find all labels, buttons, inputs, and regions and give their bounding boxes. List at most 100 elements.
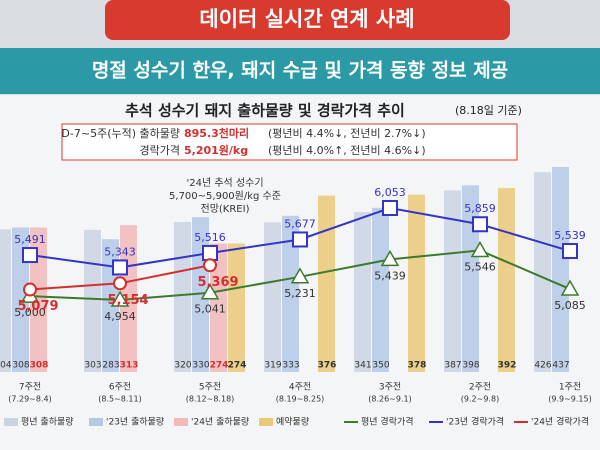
x-tick-sublabel: (8.26~9.1) [368, 395, 411, 404]
bar-value-label: 376 [318, 361, 337, 371]
banner: 데이터 실시간 연계 사례 [199, 7, 414, 31]
bar-value-label: 330 [192, 361, 209, 371]
bar-value-label: 313 [120, 361, 139, 371]
price-marker [290, 267, 310, 284]
bar-value-label: 387 [444, 361, 461, 371]
price-value-label: 5,343 [104, 245, 136, 258]
bar [228, 243, 245, 372]
info-note: (평년비 4.4%↓, 전년비 2.7%↓) [268, 127, 426, 140]
price-value-label: 5,085 [554, 299, 586, 312]
price-value-label: 5,546 [464, 260, 496, 273]
info-box [61, 123, 518, 161]
bar-value-label: 308 [12, 361, 29, 371]
x-tick-sublabel: (8.5~8.11) [98, 395, 141, 404]
bar-value-label: 392 [498, 361, 517, 371]
x-tick-label: 2주전 [469, 382, 491, 393]
legend-label: '24년 출하물량 [191, 416, 249, 428]
legend-label: 예약물량 [276, 416, 309, 428]
info-label: 경락가격 [140, 144, 180, 157]
price-value-label: 5,369 [197, 275, 238, 290]
info-note: (평년비 4.0%↑, 전년비 4.6%↓) [268, 144, 426, 157]
forecast-note: '24년 추석 성수기 5,700~5,900원/kg 수준 전망(KREI) [169, 177, 281, 215]
bar [12, 227, 29, 372]
price-marker [110, 290, 130, 307]
price-value-label: 5,154 [107, 293, 148, 308]
price-value-label: 5,491 [14, 233, 46, 246]
info-value: 895.3천마리 [184, 126, 249, 140]
x-tick-label: 7주전 [19, 382, 41, 393]
bar [354, 212, 371, 372]
bar-value-label: 426 [534, 361, 551, 371]
x-tick-label: 3주전 [379, 382, 401, 393]
bar-value-label: 341 [354, 361, 371, 371]
bar [282, 215, 299, 372]
price-marker [562, 243, 578, 260]
legend-swatch [259, 418, 273, 426]
legend: 평년 출하물량 '23년 출하물량 '24년 출하물량 예약물량 평년 경락가격 '23년… [4, 416, 589, 428]
price-marker [292, 231, 308, 248]
forecast-line: 5,700~5,900원/kg 수준 [169, 190, 281, 202]
bar [84, 229, 101, 372]
legend-label: '23년 출하물량 [106, 416, 164, 428]
x-tick-label: 1주전 [559, 382, 581, 393]
bar-value-label: 350 [372, 361, 389, 371]
bar-value-label: 398 [462, 361, 479, 371]
price-value-label: 5,516 [194, 231, 226, 244]
price-marker [380, 249, 400, 267]
forecast-line: 전망(KREI) [201, 203, 250, 215]
price-value-label: 5,041 [194, 303, 226, 316]
price-marker [113, 276, 127, 291]
price-value-label: 5,439 [374, 269, 406, 282]
legend-label: 평년 경락가격 [361, 416, 414, 428]
bar-value-label: 320 [174, 361, 191, 371]
x-tick-label: 5주전 [199, 382, 221, 393]
price-marker [200, 283, 220, 300]
price-value-label: 5,231 [284, 287, 316, 300]
bar-value-label: 319 [264, 361, 281, 371]
x-tick-sublabel: (9.2~9.8) [461, 395, 499, 404]
price-marker [202, 244, 218, 261]
price-marker [472, 216, 488, 233]
bar [372, 207, 389, 372]
bar [408, 194, 425, 372]
x-tick-sublabel: (8.19~8.25) [276, 395, 325, 404]
x-tick-sublabel: (9.9~9.15) [548, 395, 591, 404]
x-tick-label: 6주전 [109, 382, 131, 393]
bar-value-label: 308 [30, 361, 49, 371]
bar-value-label: 274 [210, 361, 229, 371]
bar [498, 188, 515, 372]
x-tick-sublabel: (8.12~8.18) [186, 395, 235, 404]
legend-label: '23년 경락가격 [446, 416, 504, 428]
price-value-label: 5,539 [554, 229, 586, 242]
price-marker [23, 282, 37, 297]
bar-value-label: 274 [228, 361, 247, 371]
bar [0, 229, 11, 372]
subtitle-box [0, 48, 600, 94]
bar [30, 227, 47, 372]
bar [174, 221, 191, 372]
price-value-label: 5,859 [464, 202, 496, 215]
price-value-label: 5,079 [17, 299, 58, 314]
bar [264, 222, 281, 372]
info-value: 5,201원/kg [184, 143, 248, 157]
bar [552, 167, 569, 372]
price-value-label: 5,000 [14, 306, 46, 319]
bar-value-label: 283 [102, 361, 119, 371]
subtitle: 명절 성수기 한우, 돼지 수급 및 가격 동향 정보 제공 [92, 60, 508, 82]
bar-value-label: 304 [0, 361, 12, 371]
bar [534, 172, 551, 372]
banner-box [105, 0, 510, 40]
bar-value-label: 303 [84, 361, 101, 371]
legend-label: '24년 경락가격 [531, 416, 589, 428]
bar-value-label: 378 [408, 361, 427, 371]
legend-swatch [174, 418, 188, 426]
info-lines: D-7~5주(누적) 출하물량 895.3천마리 (평년비 4.4%↓, 전년비… [61, 126, 425, 157]
bar-value-label: 437 [552, 361, 569, 371]
bar [318, 195, 335, 372]
price-value-label: 4,954 [104, 310, 136, 323]
bar-value-label: 333 [282, 361, 299, 371]
price-value-label: 6,053 [374, 186, 406, 199]
price-marker [382, 200, 398, 216]
